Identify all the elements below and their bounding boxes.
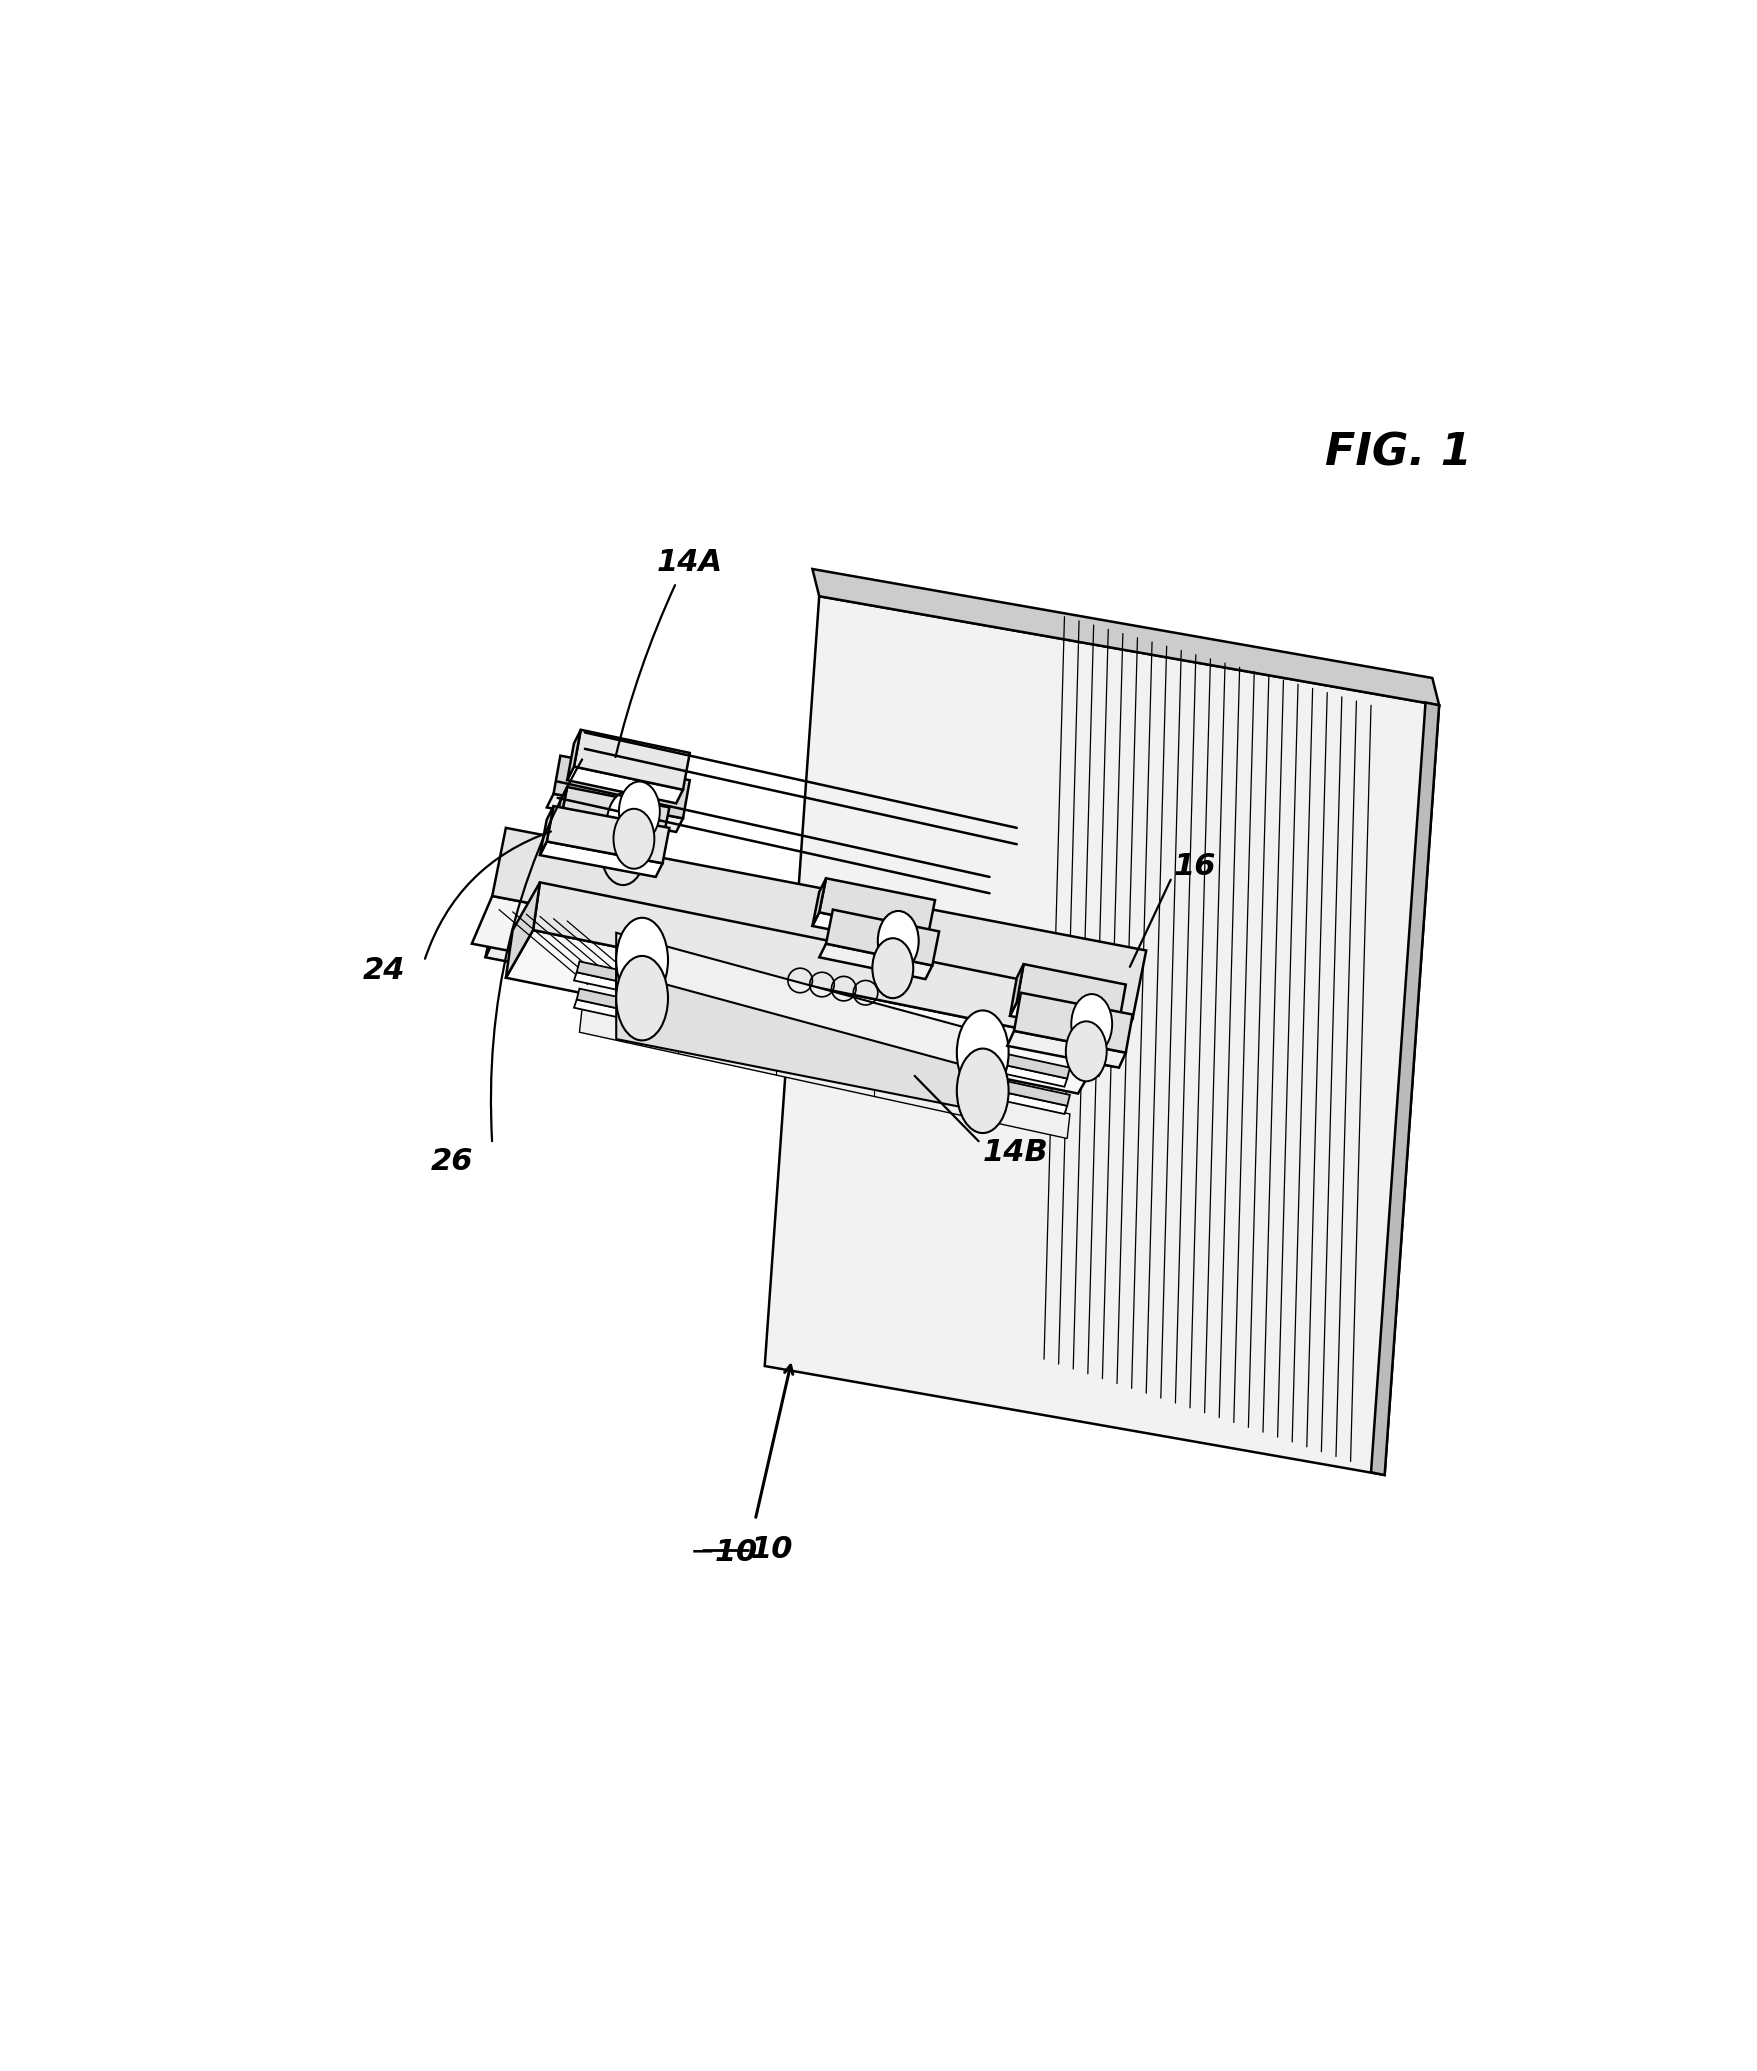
- Polygon shape: [812, 570, 1439, 706]
- Polygon shape: [560, 787, 669, 841]
- Polygon shape: [513, 837, 1139, 1019]
- Ellipse shape: [956, 1048, 1009, 1133]
- Polygon shape: [568, 766, 682, 804]
- Polygon shape: [471, 897, 1132, 1067]
- Polygon shape: [1009, 965, 1023, 1017]
- Polygon shape: [819, 944, 931, 980]
- Ellipse shape: [871, 938, 912, 998]
- Polygon shape: [819, 878, 935, 934]
- Polygon shape: [573, 729, 689, 789]
- Polygon shape: [553, 787, 568, 835]
- Polygon shape: [764, 596, 1439, 1475]
- Polygon shape: [1016, 965, 1124, 1023]
- Text: 14A: 14A: [657, 547, 722, 576]
- Text: 24: 24: [362, 957, 406, 986]
- Polygon shape: [573, 971, 1066, 1087]
- Text: FIG. 1: FIG. 1: [1325, 431, 1471, 474]
- Polygon shape: [546, 793, 682, 833]
- Ellipse shape: [877, 911, 919, 971]
- Polygon shape: [546, 806, 669, 864]
- Polygon shape: [553, 756, 689, 818]
- Polygon shape: [492, 828, 1146, 1019]
- Polygon shape: [568, 729, 580, 781]
- Ellipse shape: [617, 957, 668, 1040]
- Ellipse shape: [606, 791, 650, 857]
- Polygon shape: [812, 878, 826, 926]
- Ellipse shape: [613, 810, 654, 868]
- Polygon shape: [1007, 1031, 1124, 1069]
- Ellipse shape: [956, 1011, 1009, 1096]
- Ellipse shape: [1065, 1021, 1107, 1081]
- Ellipse shape: [618, 781, 659, 841]
- Polygon shape: [617, 932, 982, 1073]
- Polygon shape: [1014, 992, 1132, 1052]
- Text: 10: 10: [750, 1535, 792, 1564]
- Polygon shape: [576, 961, 1070, 1079]
- Polygon shape: [812, 913, 928, 949]
- Ellipse shape: [617, 917, 668, 1002]
- Polygon shape: [485, 837, 525, 957]
- Polygon shape: [539, 841, 662, 876]
- Text: 16: 16: [1172, 851, 1216, 880]
- Polygon shape: [617, 971, 982, 1112]
- Text: 26: 26: [430, 1147, 473, 1176]
- Polygon shape: [532, 882, 1112, 1046]
- Polygon shape: [506, 882, 539, 978]
- Polygon shape: [506, 930, 1105, 1093]
- Polygon shape: [580, 1009, 1070, 1139]
- Ellipse shape: [1070, 994, 1112, 1054]
- Polygon shape: [539, 806, 553, 855]
- Polygon shape: [573, 1000, 1066, 1114]
- Polygon shape: [553, 820, 662, 855]
- Polygon shape: [1370, 702, 1439, 1475]
- Polygon shape: [1009, 1002, 1119, 1036]
- Ellipse shape: [601, 820, 645, 884]
- Polygon shape: [485, 899, 1124, 1075]
- Polygon shape: [826, 909, 938, 965]
- Text: 14B: 14B: [982, 1137, 1047, 1166]
- Text: $-$10: $-$10: [689, 1539, 757, 1568]
- Polygon shape: [576, 988, 1070, 1106]
